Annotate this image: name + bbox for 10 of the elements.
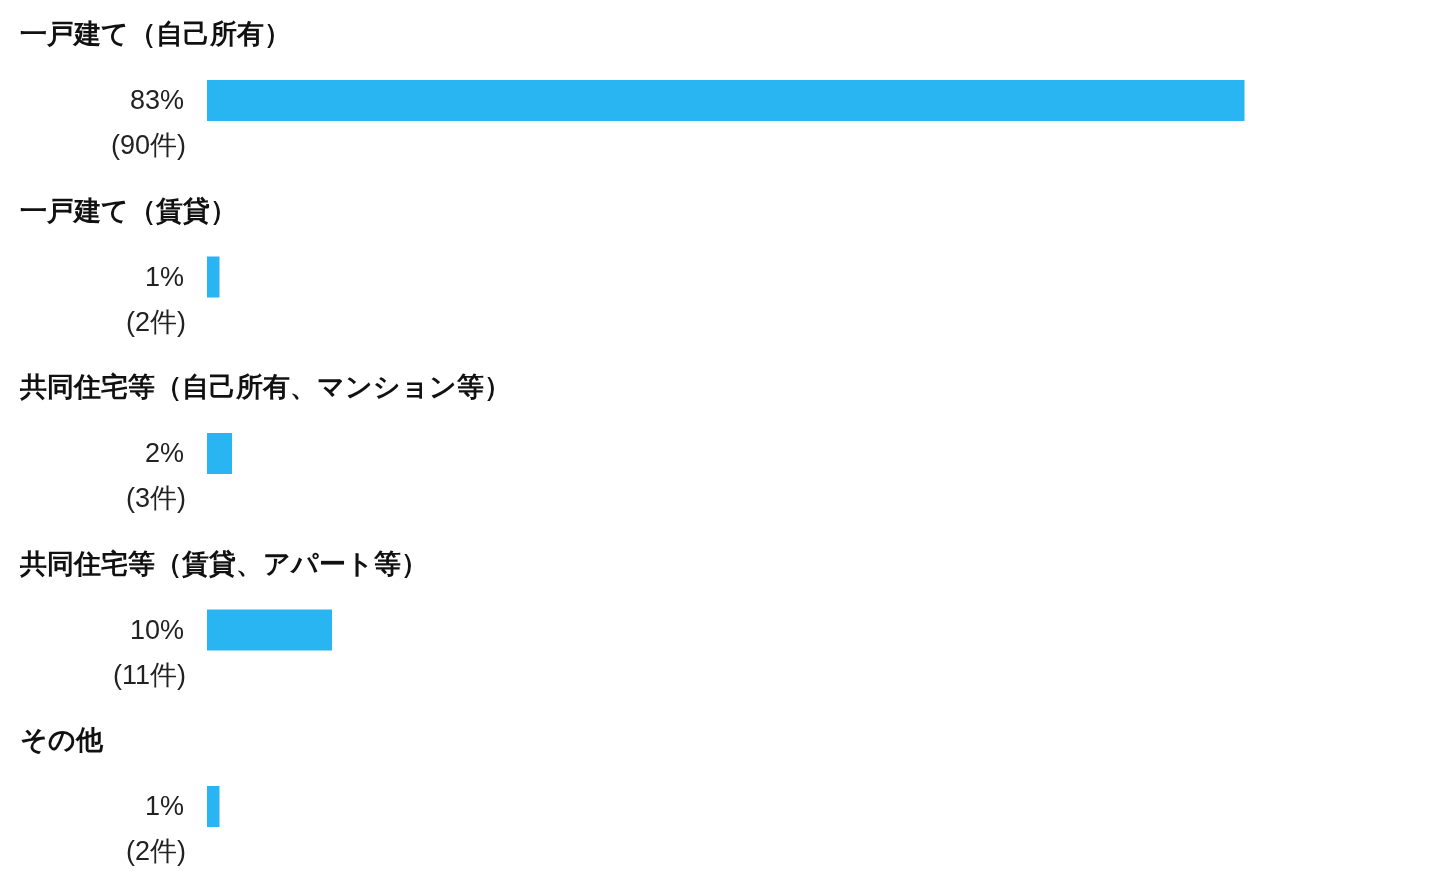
- value-label: 83% (90件): [111, 85, 186, 160]
- value-label: 1% (2件): [126, 791, 186, 866]
- category-label: 共同住宅等（自己所有、マンション等）: [20, 372, 511, 402]
- category-label: 一戸建て（賃貸）: [20, 195, 237, 226]
- category-label: 共同住宅等（賃貸、アパート等）: [20, 548, 428, 579]
- value-label: 10% (11件): [113, 614, 186, 690]
- value-label: 1% (2件): [126, 261, 186, 337]
- value-label: 2% (3件): [126, 438, 186, 513]
- category-label: 一戸建て（自己所有）: [20, 19, 291, 49]
- category-label: その他: [20, 725, 103, 755]
